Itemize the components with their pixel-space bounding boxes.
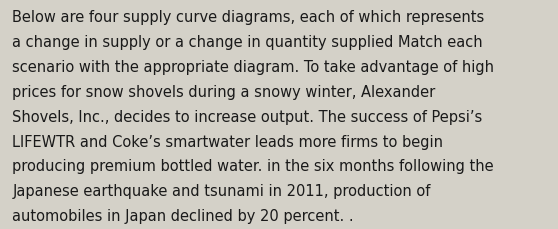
Text: Shovels, Inc., decides to increase output. The success of Pepsi’s: Shovels, Inc., decides to increase outpu… [12, 109, 483, 124]
Text: a change in supply or a change in quantity supplied Match each: a change in supply or a change in quanti… [12, 35, 483, 50]
Text: prices for snow shovels during a snowy winter, Alexander: prices for snow shovels during a snowy w… [12, 85, 436, 99]
Text: Japanese earthquake and tsunami in 2011, production of: Japanese earthquake and tsunami in 2011,… [12, 183, 431, 198]
Text: LIFEWTR and Coke’s smartwater leads more firms to begin: LIFEWTR and Coke’s smartwater leads more… [12, 134, 443, 149]
Text: scenario with the appropriate diagram. To take advantage of high: scenario with the appropriate diagram. T… [12, 60, 494, 75]
Text: producing premium bottled water. in the six months following the: producing premium bottled water. in the … [12, 159, 494, 174]
Text: Below are four supply curve diagrams, each of which represents: Below are four supply curve diagrams, ea… [12, 10, 484, 25]
Text: automobiles in Japan declined by 20 percent. .: automobiles in Japan declined by 20 perc… [12, 208, 354, 223]
